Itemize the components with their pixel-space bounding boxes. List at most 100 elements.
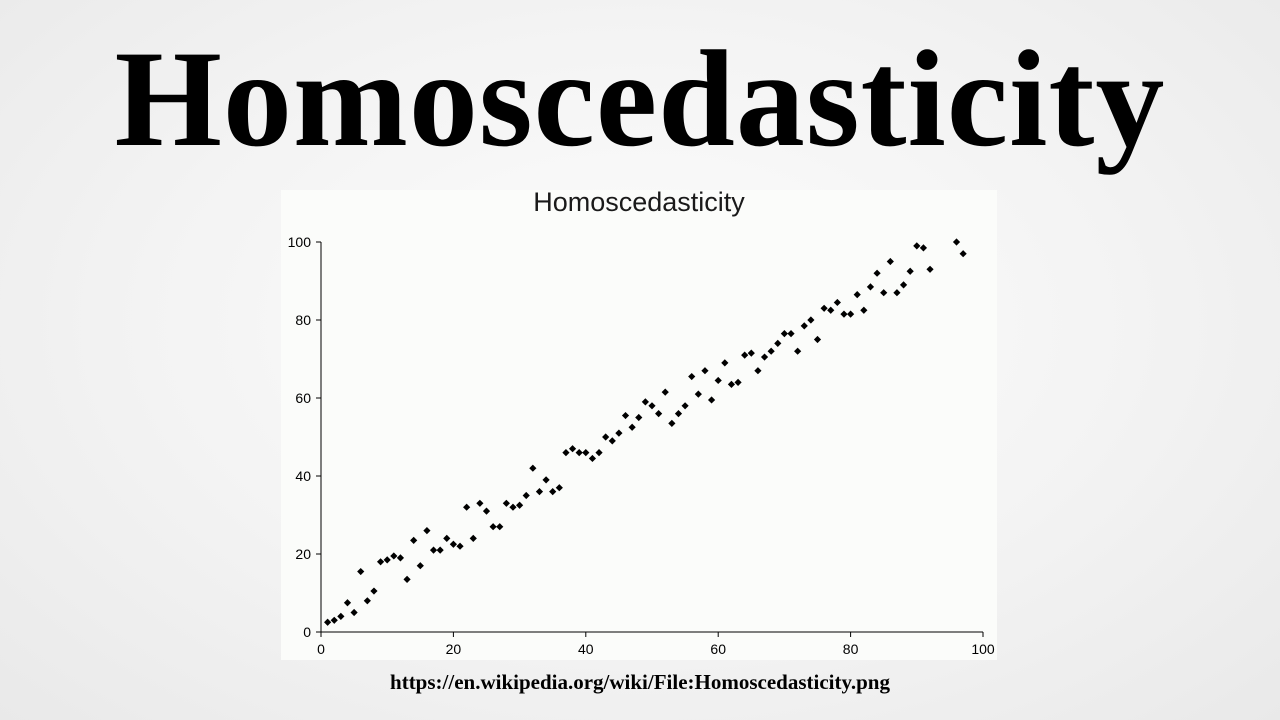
data-point: [575, 449, 583, 457]
data-point: [628, 423, 636, 431]
data-point: [482, 507, 491, 515]
data-point: [549, 488, 557, 496]
data-point: [913, 242, 921, 250]
data-point: [899, 281, 908, 289]
data-point: [853, 291, 861, 299]
x-tick-label: 80: [843, 641, 859, 657]
data-point: [469, 534, 477, 542]
data-point: [734, 378, 742, 386]
data-point: [568, 445, 577, 453]
data-point: [449, 540, 457, 548]
data-point: [648, 402, 656, 410]
data-point: [886, 257, 894, 266]
data-point: [906, 267, 914, 275]
data-point: [621, 411, 630, 420]
data-point: [688, 372, 696, 381]
data-point: [383, 556, 391, 564]
y-tick-label: 20: [295, 546, 311, 562]
data-point: [522, 491, 530, 500]
data-point: [959, 250, 967, 258]
data-point: [787, 330, 795, 338]
data-point: [760, 353, 769, 361]
data-point: [714, 376, 722, 385]
data-point: [343, 599, 352, 607]
data-point: [489, 523, 497, 531]
data-point: [641, 398, 649, 406]
data-point: [376, 558, 385, 566]
data-point: [661, 388, 669, 396]
data-point: [396, 554, 405, 562]
x-tick-label: 60: [710, 641, 726, 657]
data-point: [363, 597, 371, 605]
data-point: [727, 380, 736, 388]
data-point: [416, 562, 424, 570]
x-tick-label: 0: [317, 641, 325, 657]
data-point: [608, 437, 616, 445]
data-point: [496, 523, 504, 531]
data-point: [873, 269, 881, 277]
data-point: [555, 484, 563, 492]
data-point: [707, 396, 716, 404]
data-point: [502, 499, 510, 507]
data-point: [655, 410, 663, 418]
data-point: [721, 359, 729, 367]
data-point: [529, 464, 537, 472]
data-point: [866, 283, 875, 291]
data-point: [403, 575, 411, 583]
data-point: [827, 306, 835, 314]
data-point: [668, 419, 676, 427]
data-point: [794, 347, 802, 355]
data-point: [357, 567, 365, 576]
slide-title: Homoscedasticity: [114, 22, 1166, 175]
data-point: [747, 349, 755, 357]
y-tick-label: 60: [295, 390, 311, 406]
data-point: [774, 339, 782, 347]
data-point: [330, 616, 338, 624]
data-point: [813, 335, 822, 344]
source-link[interactable]: https://en.wikipedia.org/wiki/File:Homos…: [390, 670, 890, 694]
data-point: [952, 238, 961, 246]
data-point: [350, 608, 358, 617]
data-point: [919, 244, 928, 252]
data-point: [754, 367, 762, 375]
data-point: [820, 304, 828, 312]
data-point: [694, 390, 702, 398]
y-tick-label: 40: [295, 468, 311, 484]
data-point: [800, 322, 808, 330]
data-point: [635, 413, 643, 422]
data-point: [390, 552, 398, 560]
data-point: [476, 499, 484, 507]
data-point: [582, 449, 590, 457]
data-point: [681, 402, 689, 410]
data-point: [780, 330, 788, 338]
x-tick-label: 20: [446, 641, 462, 657]
x-tick-label: 100: [971, 641, 995, 657]
data-point: [456, 542, 464, 550]
data-point: [602, 433, 610, 441]
chart-panel: Homoscedasticity 0 20 40 60 80 100 0 20 40 60 80 100: [281, 190, 997, 660]
data-point: [926, 265, 934, 273]
data-point: [370, 587, 378, 595]
data-point: [410, 536, 418, 544]
chart-title: Homoscedasticity: [533, 190, 745, 217]
data-point: [741, 351, 749, 359]
data-point: [674, 410, 683, 418]
data-point: [429, 546, 438, 554]
data-point: [436, 546, 444, 554]
data-point: [562, 449, 570, 457]
y-tick-label: 100: [288, 234, 312, 250]
scatter-chart: Homoscedasticity 0 20 40 60 80 100 0 20 40 60 80 100: [288, 190, 995, 657]
data-point: [893, 289, 901, 297]
data-point: [701, 367, 709, 375]
data-point: [767, 347, 775, 355]
data-point: [615, 429, 623, 437]
data-point: [509, 503, 517, 511]
y-tick-label: 80: [295, 312, 311, 328]
data-point: [840, 310, 848, 318]
data-point: [847, 310, 855, 318]
data-point: [595, 449, 603, 457]
data-point: [337, 612, 345, 620]
data-point: [833, 298, 841, 307]
data-point: [423, 527, 431, 535]
x-tick-label: 40: [578, 641, 594, 657]
